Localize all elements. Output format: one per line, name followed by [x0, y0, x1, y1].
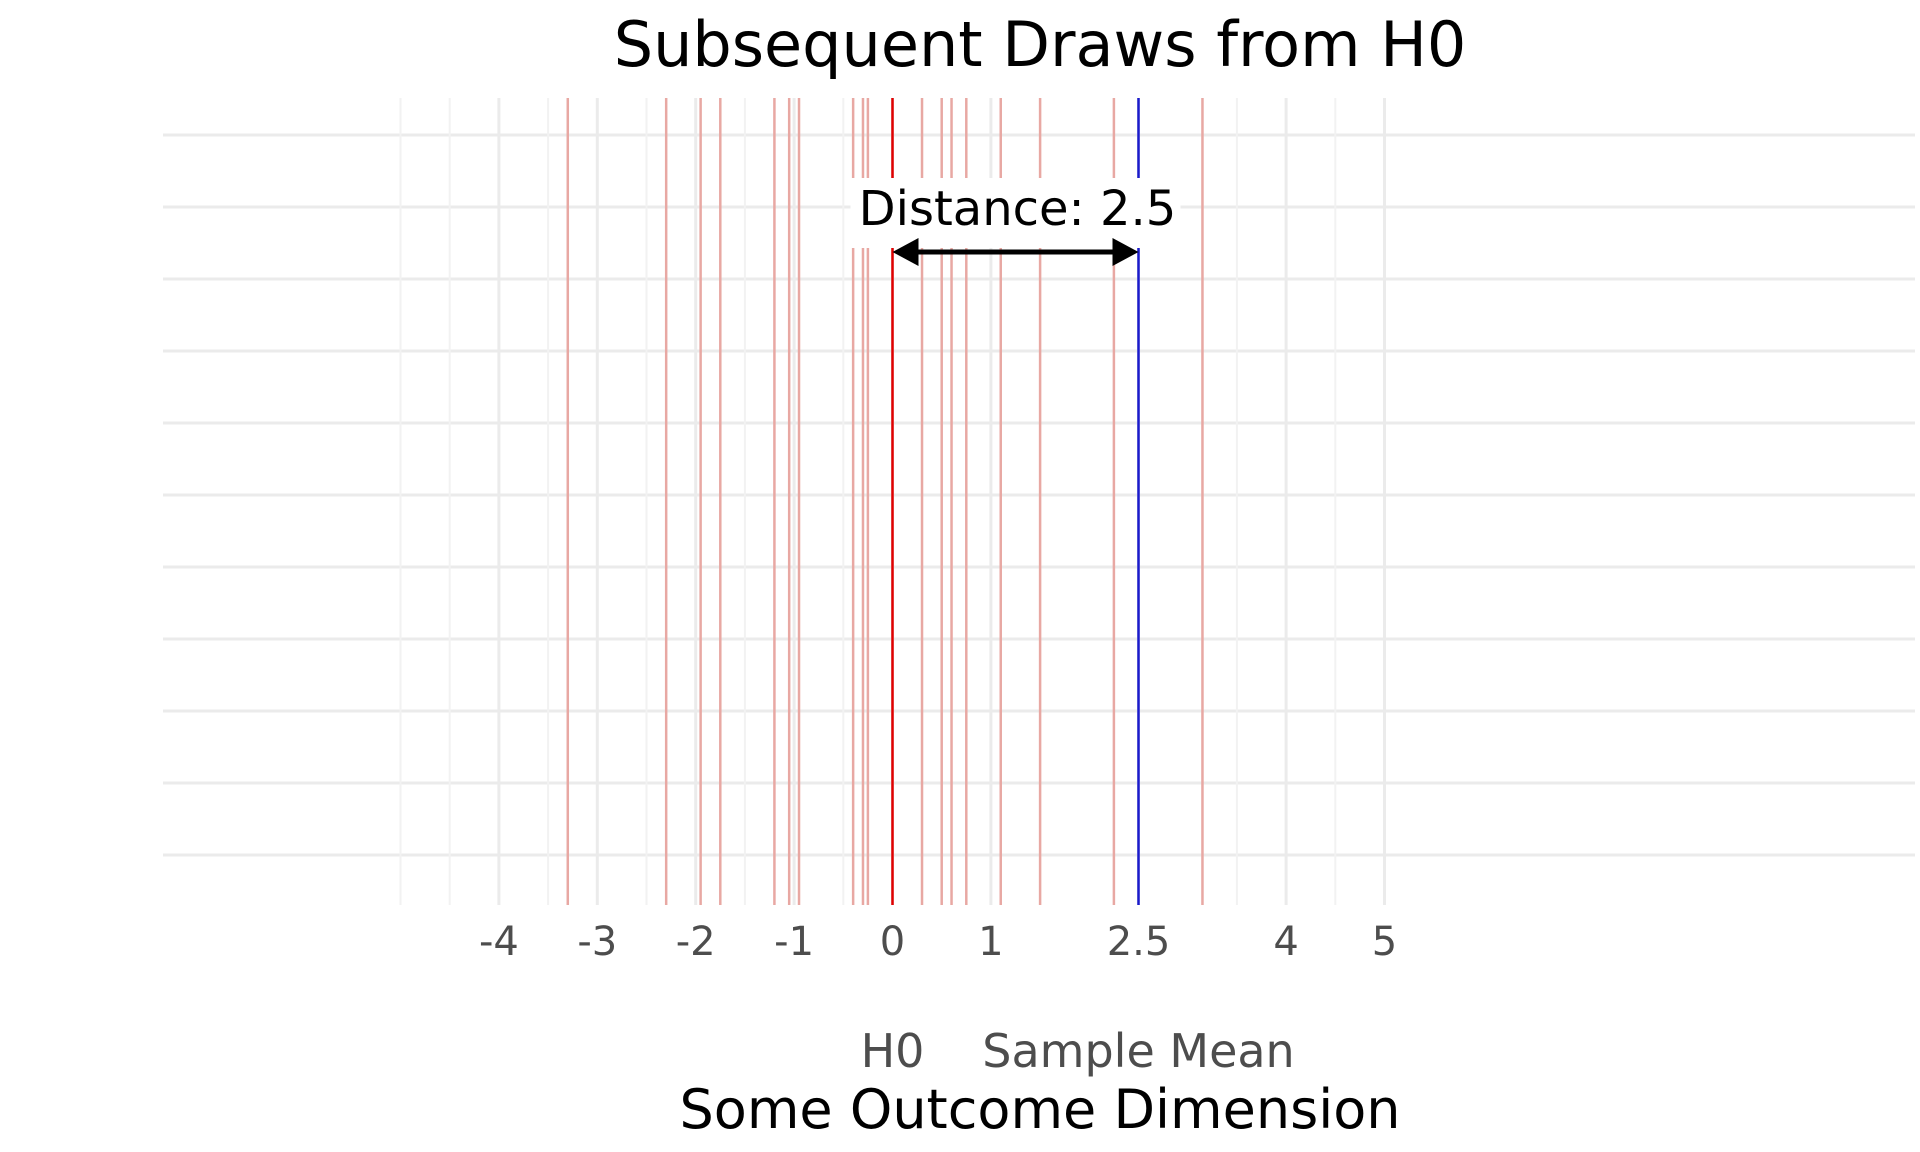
annotation-arrowhead-left: [892, 238, 919, 266]
h0-label: H0: [861, 1024, 925, 1078]
sample-mean-label: Sample Mean: [982, 1024, 1294, 1078]
x-tick-label: -3: [577, 919, 617, 965]
annotation-label: Distance: 2.5: [859, 181, 1177, 237]
x-tick-label: -2: [676, 919, 716, 965]
x-tick-label: 0: [880, 919, 905, 965]
chart-title: Subsequent Draws from H0: [614, 8, 1467, 81]
x-tick-label: 1: [978, 919, 1003, 965]
x-tick-label: -1: [774, 919, 814, 965]
x-tick-label: 2.5: [1107, 919, 1171, 965]
distance-annotation: Distance: 2.5: [850, 178, 1181, 266]
reference-labels: H0 Sample Mean: [861, 1024, 1295, 1078]
x-tick-label: 5: [1372, 919, 1397, 965]
x-axis-title: Some Outcome Dimension: [680, 1078, 1401, 1141]
x-tick-label: 4: [1273, 919, 1298, 965]
x-tick-label: -4: [479, 919, 519, 965]
x-tick-labels: -4 -3 -2 -1 0 1 2.5 4 5: [479, 919, 1397, 965]
annotation-label-box: [850, 178, 1181, 248]
annotation-arrowhead-right: [1112, 238, 1139, 266]
